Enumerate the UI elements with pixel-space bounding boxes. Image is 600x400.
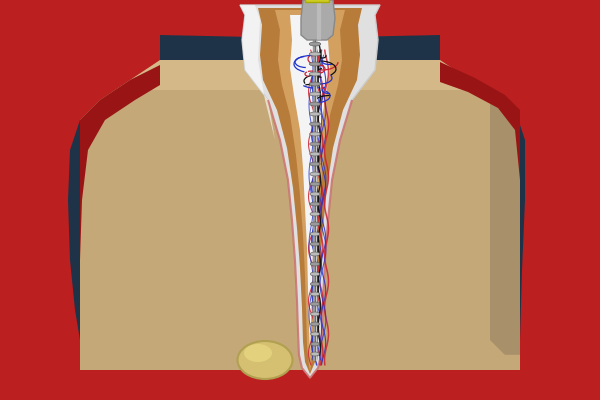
Ellipse shape: [309, 2, 321, 6]
Ellipse shape: [309, 52, 321, 56]
Bar: [80, 355, 520, 400]
Ellipse shape: [310, 212, 320, 216]
Ellipse shape: [310, 272, 320, 276]
Polygon shape: [290, 15, 330, 370]
Polygon shape: [240, 5, 380, 378]
Ellipse shape: [310, 82, 320, 86]
Ellipse shape: [309, 42, 321, 46]
Ellipse shape: [310, 62, 320, 66]
Ellipse shape: [311, 332, 319, 336]
Polygon shape: [440, 0, 600, 400]
Ellipse shape: [309, 22, 321, 26]
Ellipse shape: [310, 172, 320, 176]
Polygon shape: [0, 0, 600, 38]
Ellipse shape: [311, 352, 319, 356]
Ellipse shape: [310, 292, 320, 296]
Polygon shape: [258, 8, 362, 374]
Ellipse shape: [310, 222, 320, 226]
Ellipse shape: [310, 242, 320, 246]
Ellipse shape: [310, 232, 320, 236]
Ellipse shape: [309, 32, 321, 36]
Ellipse shape: [310, 112, 320, 116]
Polygon shape: [490, 60, 520, 370]
Ellipse shape: [311, 302, 320, 306]
Ellipse shape: [311, 312, 319, 316]
Ellipse shape: [310, 142, 320, 146]
Ellipse shape: [311, 322, 319, 326]
Ellipse shape: [244, 344, 272, 362]
Ellipse shape: [310, 162, 320, 166]
Ellipse shape: [310, 72, 320, 76]
Ellipse shape: [310, 92, 320, 96]
Ellipse shape: [238, 341, 293, 379]
Ellipse shape: [310, 252, 320, 256]
Polygon shape: [0, 370, 600, 400]
Ellipse shape: [310, 102, 320, 106]
Ellipse shape: [310, 182, 320, 186]
Ellipse shape: [309, 12, 321, 16]
Polygon shape: [0, 0, 160, 400]
Ellipse shape: [310, 192, 320, 196]
Polygon shape: [80, 90, 520, 370]
Polygon shape: [80, 65, 160, 340]
Polygon shape: [240, 5, 282, 180]
Polygon shape: [80, 60, 520, 90]
Ellipse shape: [310, 282, 320, 286]
Ellipse shape: [310, 152, 320, 156]
Ellipse shape: [310, 202, 320, 206]
Polygon shape: [301, 0, 335, 40]
Bar: [305, 0, 329, 2]
Polygon shape: [440, 62, 520, 340]
Ellipse shape: [310, 122, 320, 126]
Ellipse shape: [311, 342, 319, 346]
Ellipse shape: [310, 132, 320, 136]
Ellipse shape: [310, 262, 320, 266]
Polygon shape: [275, 10, 345, 372]
